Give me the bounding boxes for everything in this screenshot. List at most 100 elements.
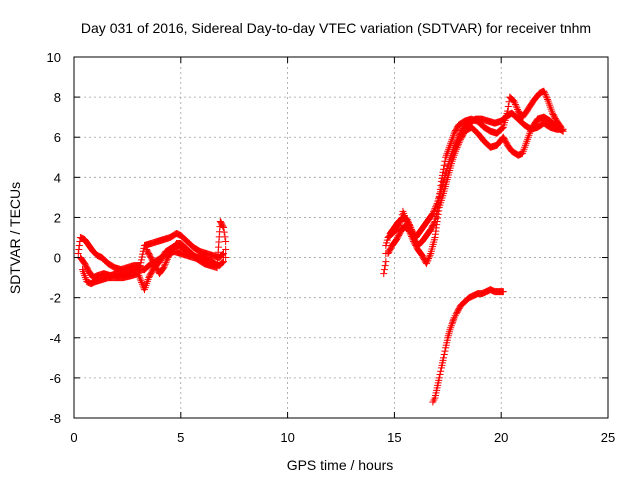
data-point [423,258,431,266]
y-tick-label: -8 [49,411,61,426]
data-point [407,224,415,232]
y-axis-label: SDTVAR / TECUs [7,182,23,294]
data-point [75,242,83,250]
data-point [220,223,228,231]
data-point [382,258,390,266]
data-point [75,246,83,254]
data-point [498,125,506,133]
data-point [437,367,445,375]
grid [74,57,608,418]
data-point [452,140,460,148]
data-point [451,142,459,150]
data-point [431,204,439,212]
data-point [218,259,226,267]
data-point [134,270,142,278]
data-series [429,286,507,406]
y-tick-label: 6 [54,130,61,145]
x-tick-label: 25 [601,430,615,445]
data-point [430,206,438,214]
data-point [136,273,144,281]
data-point [440,350,448,358]
data-point [138,279,146,287]
data-point [424,256,432,264]
data-point [449,318,457,326]
x-axis-label: GPS time / hours [287,457,394,473]
data-point [540,87,548,95]
data-point [513,104,521,112]
data-point [435,207,443,215]
data-point [381,262,389,270]
data-point [403,215,411,223]
data-point [430,208,438,216]
data-points [74,87,567,406]
data-point [499,124,507,132]
data-point [422,260,430,268]
data-point [404,217,412,225]
data-point [450,315,458,323]
data-point [135,271,143,279]
y-tick-label: -6 [49,371,61,386]
data-point [440,165,448,173]
x-tick-label: 5 [177,430,184,445]
data-point [434,210,442,218]
data-point [542,92,550,100]
data-point [512,102,520,110]
data-point [450,143,458,151]
data-point [449,317,457,325]
y-tick-label: 8 [54,90,61,105]
data-point [405,219,413,227]
x-tick-label: 0 [70,430,77,445]
data-point [137,277,145,285]
data-point [425,253,433,261]
data-point [433,217,441,225]
data-point [220,250,228,258]
data-point [137,256,145,264]
x-tick-label: 10 [280,430,294,445]
y-tick-label: 10 [47,50,61,65]
data-point [163,257,171,265]
data-point [432,203,440,211]
data-point [218,251,226,259]
data-point [425,255,433,263]
y-tick-label: 0 [54,251,61,266]
data-point [543,95,551,103]
data-point [137,259,145,267]
data-point [452,138,460,146]
data-point [162,259,170,267]
data-point [160,264,168,272]
data-point [541,90,549,98]
data-point [219,250,227,258]
y-tick-label: 2 [54,210,61,225]
x-tick-label: 20 [494,430,508,445]
data-point [222,238,230,246]
data-point [453,137,461,145]
data-point [136,275,144,283]
data-point [510,97,518,105]
data-point [405,220,413,228]
data-point [440,161,448,169]
data-point [380,266,388,274]
data-point [541,89,549,97]
data-point [435,374,443,382]
data-point [454,135,462,143]
data-point [160,262,168,270]
data-point [432,201,440,209]
data-point [441,347,449,355]
data-point [380,270,388,278]
data-point [434,214,442,222]
data-point [504,102,512,110]
plot-frame [73,56,609,419]
y-tick-label: 4 [54,170,61,185]
data-point [499,288,507,296]
data-point [429,209,437,217]
axis-ticks: 0 5 10 15 20 25 -8 -6 -4 -2 0 2 4 6 8 10 [47,50,616,445]
data-point [221,233,229,241]
data-point [139,250,147,258]
y-tick-label: -4 [49,331,61,346]
data-point [138,253,146,261]
data-series [380,87,567,278]
data-point [74,250,82,258]
data-point [426,251,434,259]
